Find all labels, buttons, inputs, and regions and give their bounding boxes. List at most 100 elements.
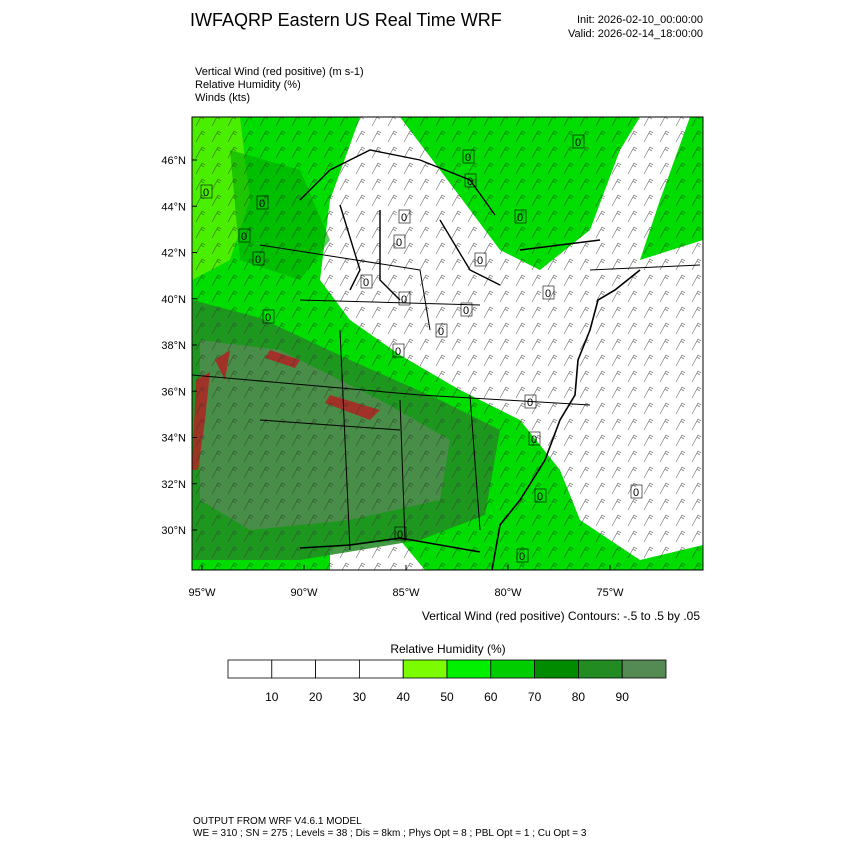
lat-label: 44°N xyxy=(161,201,186,213)
coastline xyxy=(299,537,481,553)
contour-label: 0 xyxy=(467,176,473,188)
contour-label-box xyxy=(514,209,527,224)
contour-label: 0 xyxy=(241,231,247,243)
contour-label-box xyxy=(238,228,251,243)
contour-label: 0 xyxy=(397,529,403,541)
colorbar-tick-label: 90 xyxy=(616,690,630,704)
contour-label-box xyxy=(398,209,411,224)
contour-label: 0 xyxy=(401,294,407,306)
field-name: Winds (kts) xyxy=(195,92,250,104)
field-name: Relative Humidity (%) xyxy=(195,79,301,91)
colorbar-bin xyxy=(534,659,579,679)
contour-label: 0 xyxy=(438,326,444,338)
contour-label-box xyxy=(464,173,477,188)
contour-label-box xyxy=(360,274,373,289)
contour-label-box xyxy=(528,431,541,446)
contour-label-box xyxy=(542,285,555,300)
state-borders xyxy=(192,244,701,551)
contour-label-box xyxy=(435,323,448,338)
contour-label: 0 xyxy=(396,237,402,249)
colorbar-bin xyxy=(358,659,404,679)
colorbar-bin xyxy=(578,659,623,679)
contour-label: 0 xyxy=(575,137,581,149)
contour-label-box xyxy=(256,195,269,210)
lon-label: 75°W xyxy=(596,587,624,599)
contour-label: 0 xyxy=(477,255,483,267)
colorbar-bin xyxy=(315,659,360,679)
contour-label: 0 xyxy=(363,277,369,289)
contour-label-box xyxy=(516,548,529,563)
contour-label-box xyxy=(262,309,275,324)
lon-label: 80°W xyxy=(494,587,522,599)
lat-label: 42°N xyxy=(161,248,186,260)
contour-label-box xyxy=(462,149,475,164)
lat-label: 30°N xyxy=(161,525,186,537)
colorbar-bin xyxy=(271,659,316,679)
contour-label-box xyxy=(393,234,406,249)
contour-label: 0 xyxy=(401,212,407,224)
contour-label: 0 xyxy=(545,288,551,300)
contour-label-box xyxy=(460,302,473,317)
colorbar-bin xyxy=(490,659,535,679)
contour-label: 0 xyxy=(259,198,265,210)
contour-label-box xyxy=(252,251,265,266)
colorbar-bin xyxy=(227,659,273,679)
contour-label: 0 xyxy=(463,305,469,317)
footer-line: WE = 310 ; SN = 275 ; Levels = 38 ; Dis … xyxy=(193,828,587,839)
contour-label: 0 xyxy=(265,312,271,324)
lat-label: 40°N xyxy=(161,294,186,306)
colorbar-bin xyxy=(446,659,492,679)
colorbar-title: Relative Humidity (%) xyxy=(390,642,505,656)
contour-note: Vertical Wind (red positive) Contours: -… xyxy=(422,609,700,623)
contour-label: 0 xyxy=(527,397,533,409)
init-time: Init: 2026-02-10_00:00:00 xyxy=(577,14,703,26)
plot-frame xyxy=(191,116,704,571)
footer-line: OUTPUT FROM WRF V4.6.1 MODEL xyxy=(193,816,362,827)
contour-label-box xyxy=(572,134,585,149)
lon-label: 90°W xyxy=(290,587,318,599)
lat-label: 34°N xyxy=(161,433,186,445)
contour-label: 0 xyxy=(255,254,261,266)
colorbar-tick-label: 70 xyxy=(528,690,542,704)
contour-label: 0 xyxy=(537,491,543,503)
wind-barbs xyxy=(192,117,703,570)
colorbar-tick-label: 30 xyxy=(353,690,367,704)
colorbar-tick-label: 80 xyxy=(572,690,586,704)
colorbar-bin xyxy=(402,659,448,679)
colorbar: 10 20 30 40 50 60 70 80 90 xyxy=(227,659,667,704)
lat-label: 32°N xyxy=(161,479,186,491)
contour-label-box xyxy=(392,343,405,358)
lat-label: 36°N xyxy=(161,386,186,398)
contour-label-box xyxy=(398,291,411,306)
contour-label-box xyxy=(524,394,537,409)
contour-label-box xyxy=(394,526,407,541)
contour-label-box xyxy=(474,252,487,267)
lon-labels: 95°W 90°W 85°W 80°W 75°W xyxy=(188,565,624,599)
colorbar-tick-label: 20 xyxy=(309,690,323,704)
coastline xyxy=(491,269,641,570)
field-list: Vertical Wind (red positive) (m s-1)Rela… xyxy=(195,66,364,104)
map-plot xyxy=(192,117,703,570)
lat-labels: 46°N 44°N 42°N 40°N 38°N 36°N 34°N 32°N 30°N xyxy=(161,155,197,537)
title: IWFAQRP Eastern US Real Time WRF xyxy=(190,10,502,30)
lat-label: 46°N xyxy=(161,155,186,167)
colorbar-tick-label: 10 xyxy=(265,690,279,704)
lat-label: 38°N xyxy=(161,340,186,352)
contour-label: 0 xyxy=(531,434,537,446)
contour-label: 0 xyxy=(633,487,639,499)
lon-label: 95°W xyxy=(188,587,216,599)
lake-shorelines xyxy=(299,149,601,301)
contour-label: 0 xyxy=(517,212,523,224)
contour-label: 0 xyxy=(465,152,471,164)
colorbar-tick-label: 50 xyxy=(440,690,454,704)
lon-label: 85°W xyxy=(392,587,420,599)
contour-label-box xyxy=(200,184,213,199)
colorbar-tick-label: 40 xyxy=(397,690,411,704)
contour-label: 0 xyxy=(395,346,401,358)
colorbar-bin xyxy=(621,659,667,679)
contour-label: 0 xyxy=(519,551,525,563)
valid-time: Valid: 2026-02-14_18:00:00 xyxy=(568,28,703,40)
contour-label-box xyxy=(630,484,643,499)
